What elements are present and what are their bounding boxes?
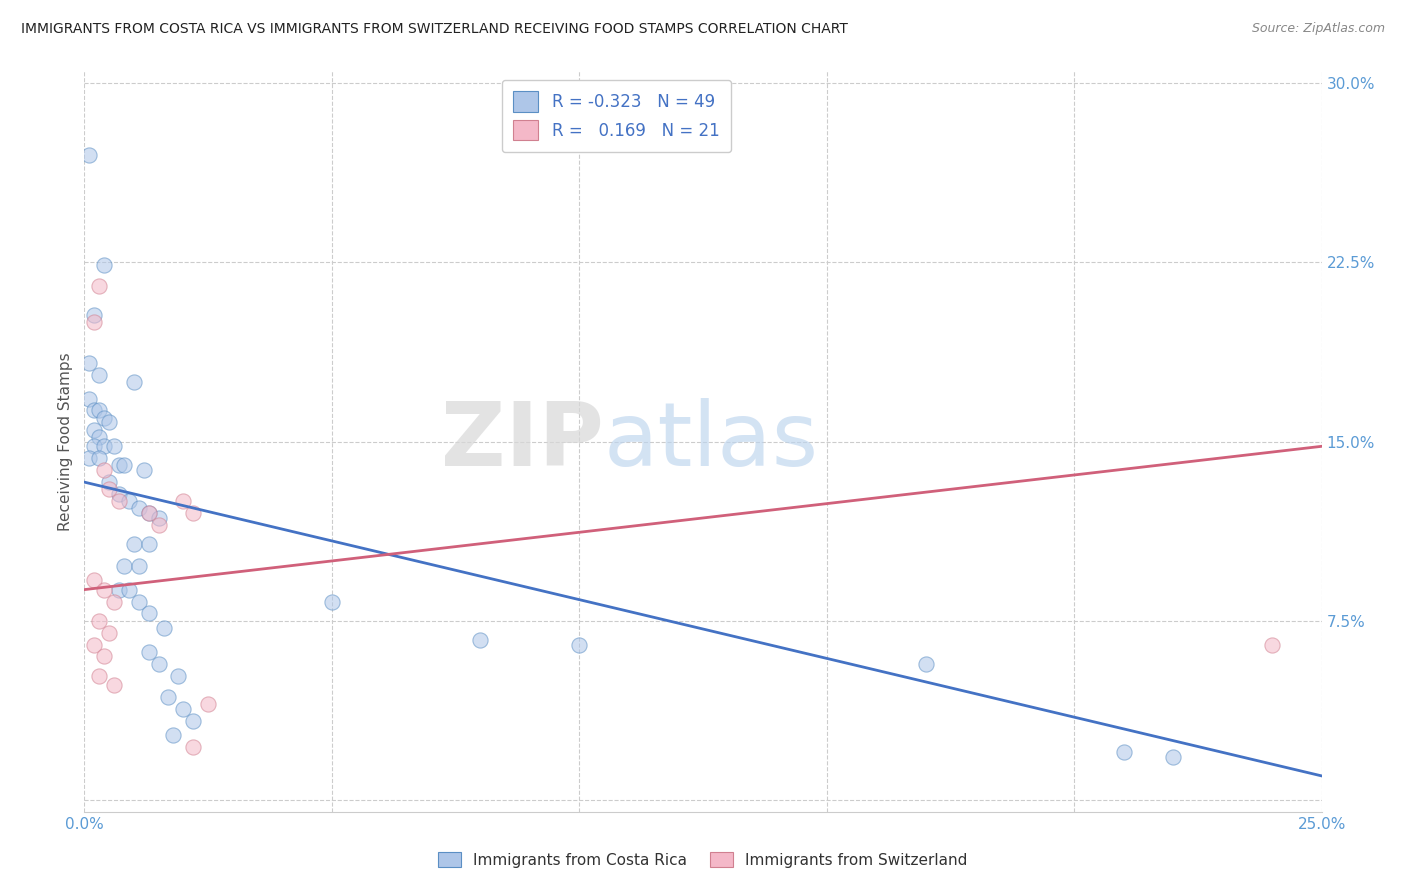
Point	[568, 638, 591, 652]
Point	[83, 403, 105, 417]
Point	[98, 625, 121, 640]
Point	[181, 714, 204, 728]
Point	[83, 638, 105, 652]
Point	[98, 416, 121, 430]
Point	[148, 518, 170, 533]
Point	[162, 728, 184, 742]
Text: atlas: atlas	[605, 398, 820, 485]
Point	[128, 594, 150, 608]
Point	[138, 506, 160, 520]
Point	[138, 506, 160, 520]
Point	[118, 494, 141, 508]
Point	[1261, 638, 1284, 652]
Point	[112, 558, 135, 573]
Point	[181, 740, 204, 755]
Point	[321, 594, 343, 608]
Point	[148, 657, 170, 671]
Point	[83, 573, 105, 587]
Point	[108, 458, 131, 473]
Text: ZIP: ZIP	[441, 398, 605, 485]
Point	[93, 649, 115, 664]
Point	[108, 494, 131, 508]
Point	[118, 582, 141, 597]
Point	[103, 439, 125, 453]
Point	[108, 582, 131, 597]
Point	[93, 410, 115, 425]
Point	[79, 451, 101, 466]
Point	[152, 621, 174, 635]
Point	[103, 594, 125, 608]
Point	[108, 487, 131, 501]
Point	[172, 494, 194, 508]
Point	[132, 463, 155, 477]
Point	[914, 657, 936, 671]
Point	[79, 392, 101, 406]
Point	[112, 458, 135, 473]
Point	[157, 690, 180, 704]
Point	[93, 439, 115, 453]
Point	[93, 463, 115, 477]
Point	[98, 475, 121, 490]
Point	[128, 558, 150, 573]
Point	[197, 698, 219, 712]
Point	[98, 483, 121, 497]
Point	[89, 668, 111, 682]
Point	[89, 279, 111, 293]
Point	[93, 258, 115, 272]
Point	[1161, 749, 1184, 764]
Point	[89, 430, 111, 444]
Point	[89, 403, 111, 417]
Point	[122, 375, 145, 389]
Point	[181, 506, 204, 520]
Point	[122, 537, 145, 551]
Point	[89, 368, 111, 382]
Point	[138, 645, 160, 659]
Point	[83, 308, 105, 322]
Point	[138, 537, 160, 551]
Point	[83, 315, 105, 329]
Point	[470, 632, 492, 647]
Point	[79, 148, 101, 162]
Point	[89, 614, 111, 628]
Point	[89, 451, 111, 466]
Y-axis label: Receiving Food Stamps: Receiving Food Stamps	[58, 352, 73, 531]
Legend: Immigrants from Costa Rica, Immigrants from Switzerland: Immigrants from Costa Rica, Immigrants f…	[430, 844, 976, 875]
Point	[1112, 745, 1135, 759]
Point	[128, 501, 150, 516]
Point	[138, 607, 160, 621]
Point	[103, 678, 125, 692]
Point	[83, 439, 105, 453]
Point	[83, 423, 105, 437]
Legend: R = -0.323   N = 49, R =   0.169   N = 21: R = -0.323 N = 49, R = 0.169 N = 21	[502, 79, 731, 152]
Point	[167, 668, 190, 682]
Text: IMMIGRANTS FROM COSTA RICA VS IMMIGRANTS FROM SWITZERLAND RECEIVING FOOD STAMPS : IMMIGRANTS FROM COSTA RICA VS IMMIGRANTS…	[21, 22, 848, 37]
Point	[148, 511, 170, 525]
Text: Source: ZipAtlas.com: Source: ZipAtlas.com	[1251, 22, 1385, 36]
Point	[79, 356, 101, 370]
Point	[172, 702, 194, 716]
Point	[93, 582, 115, 597]
